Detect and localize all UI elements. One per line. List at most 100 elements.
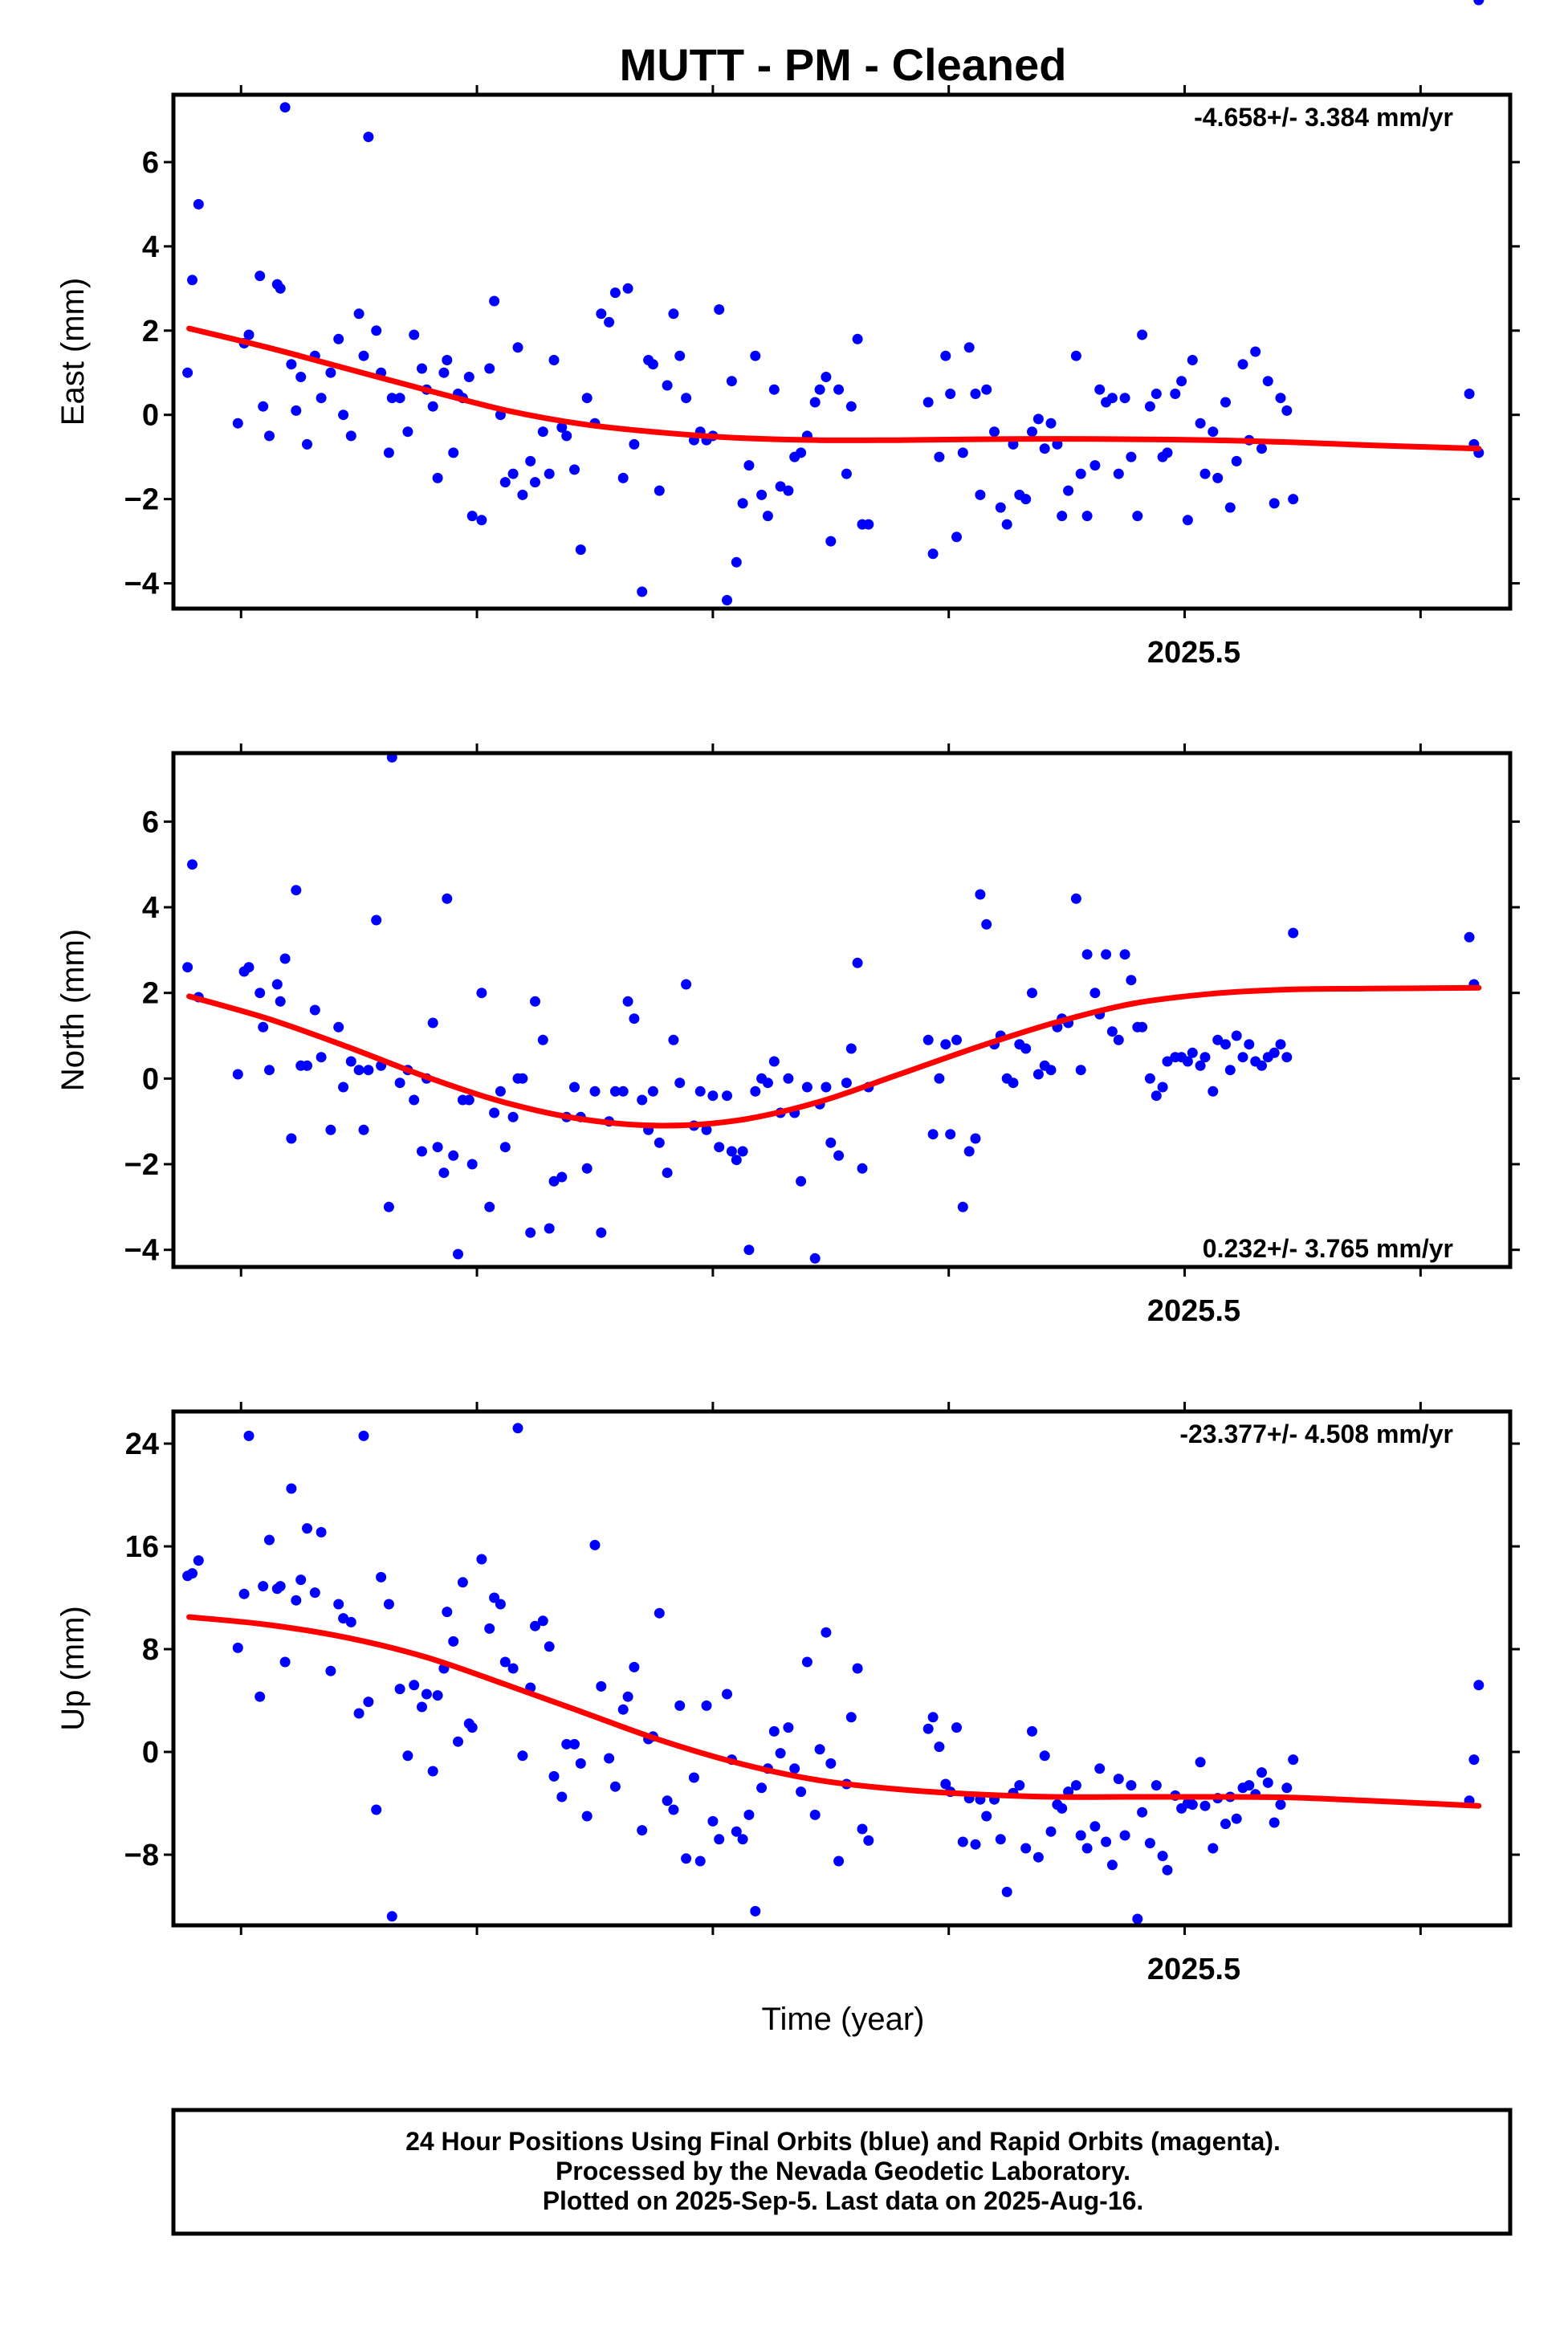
data-point [325, 1665, 336, 1676]
axis-ticks: −4 −2 0 2 4 6 [124, 85, 1520, 618]
data-point [1262, 376, 1273, 387]
data-point [1113, 468, 1124, 479]
axis-ticks: −4 −2 0 2 4 6 [124, 743, 1520, 1277]
data-point [589, 1539, 601, 1550]
data-point [1244, 1039, 1255, 1050]
data-point [589, 1086, 601, 1097]
data-point [841, 468, 852, 479]
data-point [1212, 472, 1224, 483]
data-point [291, 1595, 302, 1606]
data-point [453, 1249, 463, 1260]
data-point [489, 1592, 500, 1603]
data-point [796, 1786, 807, 1798]
data-point [694, 1086, 706, 1097]
data-point [286, 1133, 297, 1144]
data-point [1132, 1913, 1143, 1925]
data-point [654, 485, 665, 496]
data-point [548, 1175, 560, 1187]
data-point [809, 397, 821, 408]
data-point [1288, 494, 1299, 505]
data-point [674, 350, 686, 361]
data-point [852, 333, 863, 344]
data-point [1275, 1799, 1286, 1811]
data-point [737, 1146, 748, 1157]
data-point [609, 287, 621, 299]
data-point [963, 342, 975, 353]
data-point [662, 1167, 673, 1179]
data-point [1170, 389, 1181, 399]
data-point [495, 1599, 506, 1610]
data-point [345, 1616, 356, 1627]
data-point [448, 447, 459, 458]
data-point [286, 1483, 297, 1494]
data-point [537, 1034, 548, 1045]
data-point [1176, 376, 1187, 387]
data-point [264, 430, 275, 442]
data-point [701, 1124, 712, 1135]
data-point [940, 1778, 951, 1790]
data-point [681, 393, 692, 404]
data-point [1199, 468, 1211, 479]
y-tick-label: 4 [142, 230, 159, 264]
y-axis-label: North (mm) [55, 929, 91, 1091]
data-point [1106, 393, 1118, 404]
data-point [581, 1811, 593, 1822]
data-point [1182, 1056, 1193, 1067]
data-point [737, 498, 748, 509]
data-point [940, 350, 951, 361]
data-point [821, 372, 832, 382]
data-point [316, 1052, 327, 1063]
data-point [517, 1750, 528, 1762]
data-point [1464, 389, 1475, 399]
data-point [814, 384, 825, 395]
data-point [255, 988, 266, 999]
data-point [629, 1661, 640, 1672]
data-point [243, 329, 255, 340]
data-point [1027, 426, 1037, 438]
data-point [1039, 1750, 1050, 1762]
data-point [927, 1712, 939, 1723]
data-point [1224, 502, 1236, 513]
data-point [279, 1656, 291, 1668]
data-point [775, 1748, 786, 1759]
y-tick-label: −8 [124, 1839, 159, 1872]
data-point [1288, 1754, 1299, 1766]
data-point [957, 1836, 968, 1847]
data-point [825, 1758, 837, 1769]
data-point [383, 1201, 394, 1212]
data-point [845, 1043, 857, 1054]
data-point [762, 1077, 773, 1089]
data-point [409, 329, 420, 340]
rate-label: -23.377+/- 4.508 mm/yr [1179, 1420, 1453, 1448]
data-point [1119, 949, 1130, 960]
data-point [1101, 949, 1112, 960]
data-point [353, 1065, 365, 1076]
data-point [1281, 405, 1293, 416]
data-point [617, 1704, 629, 1715]
data-point [934, 1073, 945, 1084]
data-point [1199, 1052, 1211, 1063]
data-point [271, 979, 283, 990]
data-point [1070, 350, 1081, 361]
data-point [363, 132, 374, 142]
data-point [841, 1077, 852, 1089]
data-point [530, 477, 540, 488]
data-point [668, 1034, 679, 1045]
data-point [302, 1523, 312, 1534]
data-point [1052, 438, 1063, 450]
data-point [1063, 485, 1074, 496]
footer-line-3: Plotted on 2025-Sep-5. Last data on 2025… [543, 2186, 1144, 2215]
data-point [1057, 511, 1068, 522]
data-point [714, 304, 725, 315]
data-point [662, 380, 673, 391]
data-point [187, 275, 198, 286]
data-point [688, 1772, 699, 1783]
data-point [275, 996, 286, 1007]
data-point [1027, 988, 1037, 999]
data-point [629, 1013, 640, 1024]
data-point [386, 1911, 397, 1922]
data-point [726, 1146, 737, 1157]
y-tick-label: 8 [142, 1633, 159, 1667]
data-point [617, 472, 629, 483]
data-point [1081, 511, 1093, 522]
